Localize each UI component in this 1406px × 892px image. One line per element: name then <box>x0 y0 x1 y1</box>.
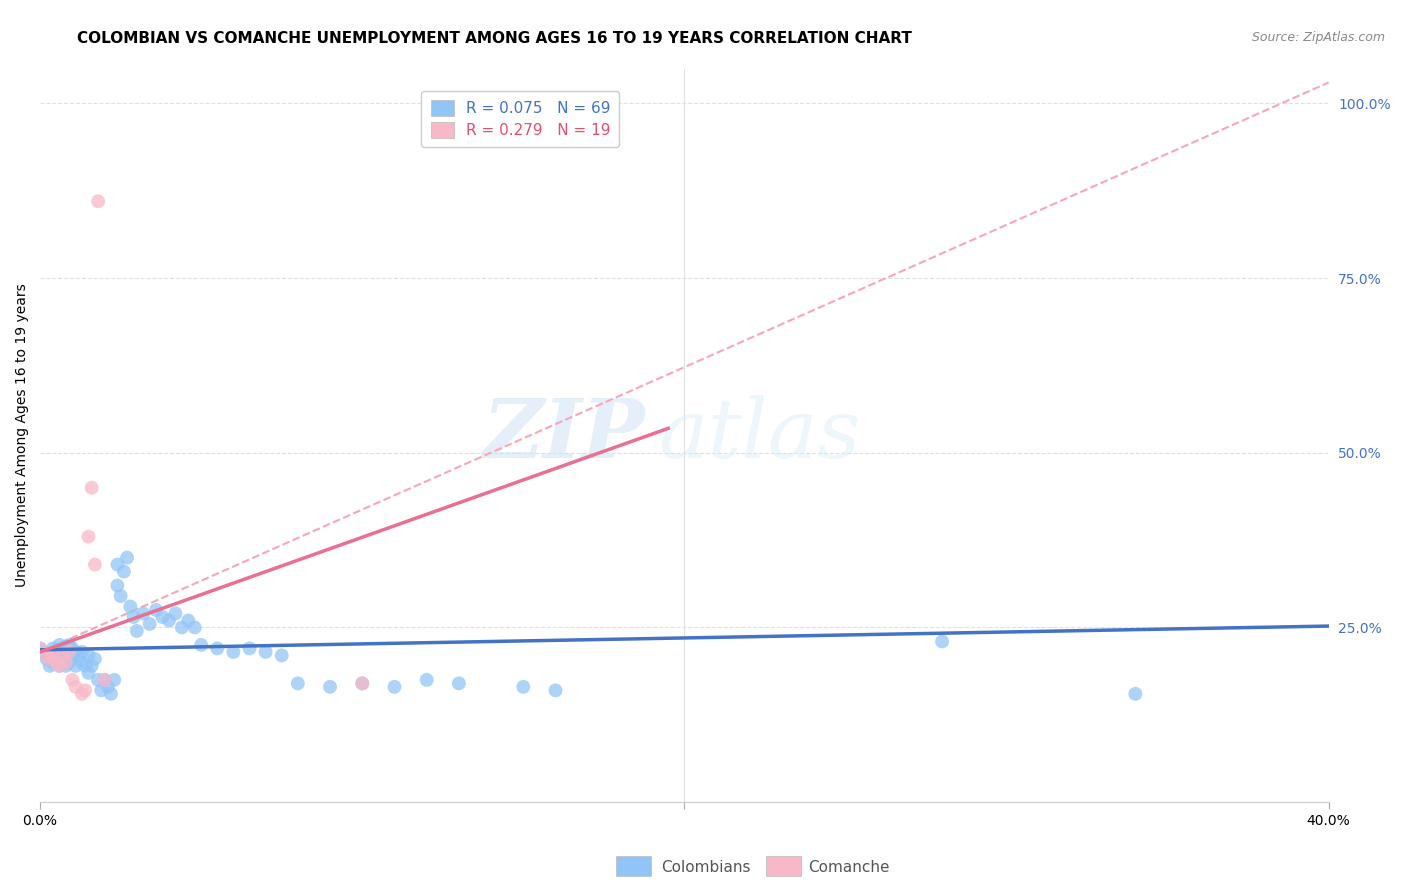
Point <box>207 641 229 656</box>
Point <box>58 638 80 652</box>
Point <box>447 676 470 690</box>
Point <box>107 558 129 572</box>
Point <box>103 673 125 687</box>
Point <box>152 610 174 624</box>
Text: ZIP: ZIP <box>484 395 645 475</box>
Point <box>100 687 122 701</box>
Text: Source: ZipAtlas.com: Source: ZipAtlas.com <box>1251 31 1385 45</box>
Point <box>352 676 374 690</box>
Point <box>122 610 145 624</box>
Point <box>222 645 245 659</box>
Point <box>35 652 58 666</box>
Point <box>52 641 75 656</box>
Point <box>55 656 77 670</box>
Point <box>52 648 75 663</box>
Point <box>60 673 83 687</box>
Point <box>125 624 148 638</box>
Point <box>512 680 534 694</box>
Point <box>254 645 277 659</box>
Point <box>120 599 142 614</box>
Point <box>75 683 97 698</box>
Point <box>60 652 83 666</box>
Point <box>80 481 103 495</box>
Point <box>38 652 60 666</box>
Point <box>77 665 100 680</box>
Point <box>157 614 180 628</box>
Point <box>48 638 70 652</box>
Point <box>65 680 87 694</box>
Point <box>67 648 90 663</box>
Point <box>93 673 115 687</box>
Point <box>75 659 97 673</box>
Point <box>93 673 115 687</box>
Point <box>110 589 132 603</box>
Point <box>58 645 80 659</box>
Point <box>70 687 93 701</box>
Point <box>87 673 110 687</box>
Point <box>931 634 953 648</box>
Point <box>87 194 110 209</box>
Text: atlas: atlas <box>658 395 860 475</box>
Point <box>30 641 52 656</box>
Point <box>415 673 437 687</box>
Y-axis label: Unemployment Among Ages 16 to 19 years: Unemployment Among Ages 16 to 19 years <box>15 284 30 587</box>
Point <box>90 683 112 698</box>
Point <box>112 565 135 579</box>
Text: COLOMBIAN VS COMANCHE UNEMPLOYMENT AMONG AGES 16 TO 19 YEARS CORRELATION CHART: COLOMBIAN VS COMANCHE UNEMPLOYMENT AMONG… <box>77 31 912 46</box>
Text: Colombians: Colombians <box>661 860 751 874</box>
Point <box>48 659 70 673</box>
Point <box>319 680 342 694</box>
Point <box>70 645 93 659</box>
Point <box>177 614 200 628</box>
Point <box>32 645 55 659</box>
Point <box>544 683 567 698</box>
Point <box>48 659 70 673</box>
Point <box>138 617 160 632</box>
Point <box>65 659 87 673</box>
Point <box>77 648 100 663</box>
Point <box>70 656 93 670</box>
Point <box>270 648 292 663</box>
Point <box>42 645 65 659</box>
Point <box>165 607 187 621</box>
Point <box>42 656 65 670</box>
Point <box>83 652 105 666</box>
Point <box>42 641 65 656</box>
Point <box>55 645 77 659</box>
Point <box>83 558 105 572</box>
Legend: R = 0.075   N = 69, R = 0.279   N = 19: R = 0.075 N = 69, R = 0.279 N = 19 <box>422 91 620 147</box>
Point <box>80 659 103 673</box>
Point <box>52 652 75 666</box>
Point <box>132 607 155 621</box>
Point <box>58 656 80 670</box>
Point <box>77 530 100 544</box>
Point <box>287 676 309 690</box>
Point <box>107 578 129 592</box>
Point <box>45 645 67 659</box>
Point <box>48 648 70 663</box>
Point <box>35 648 58 663</box>
Point <box>184 620 207 634</box>
Point <box>38 648 60 663</box>
Point <box>238 641 260 656</box>
Point <box>352 676 374 690</box>
Point <box>170 620 193 634</box>
Point <box>60 641 83 656</box>
Text: Comanche: Comanche <box>808 860 890 874</box>
Point <box>145 603 167 617</box>
Point <box>1125 687 1147 701</box>
Point <box>65 645 87 659</box>
Point <box>97 680 120 694</box>
Point <box>384 680 406 694</box>
Point <box>55 659 77 673</box>
Point <box>30 641 52 656</box>
Point <box>115 550 138 565</box>
Point <box>45 656 67 670</box>
Point <box>45 656 67 670</box>
Point <box>38 659 60 673</box>
Point <box>190 638 212 652</box>
